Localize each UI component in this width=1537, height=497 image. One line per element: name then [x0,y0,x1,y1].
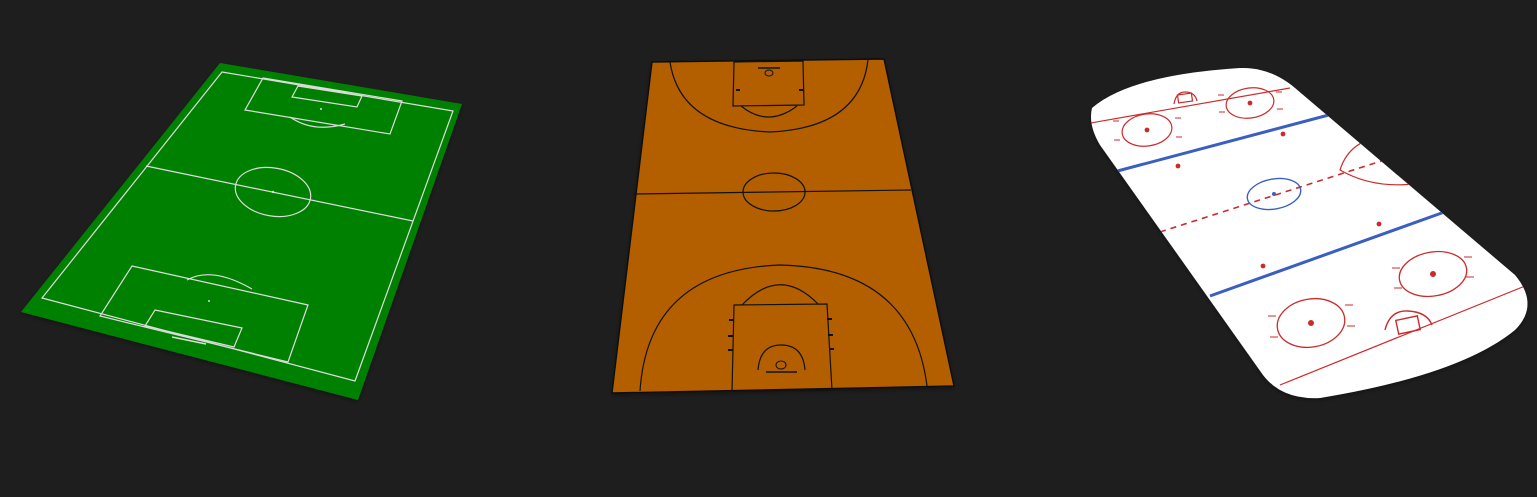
hockey-center-faceoff-dot [1272,192,1276,196]
soccer-top-penalty-arc [289,116,346,128]
basketball-surface [611,58,955,394]
hockey-top-blue-line [1109,110,1341,175]
hockey-neutral-dot-1 [1175,163,1181,169]
soccer-bottom-penalty-area [99,265,309,363]
hockey-top-goal-line [1091,87,1291,125]
hockey-bottom-right-faceoff-circle [1392,250,1474,298]
basketball-bottom-hoop [775,360,787,370]
basketball-bottom-key [731,303,833,392]
hockey-top-goal-crease [1173,91,1198,105]
basketball-bottom-three-point-arc [639,264,928,392]
basketball-top-hoop [764,69,774,77]
basketball-lane-marks [728,89,834,351]
soccer-top-penalty-area [244,77,403,135]
soccer-boundary-line [40,71,454,382]
hockey-bottom-goal-net [1394,315,1422,335]
soccer-bottom-goal [171,336,207,345]
basketball-bottom-free-throw-arc [741,284,819,306]
basketball-top-three-point-arc [669,59,869,133]
hockey-neutral-dot-4 [1376,221,1382,227]
soccer-center-circle [234,166,312,218]
soccer-bottom-goal-area [144,309,243,348]
hockey-bottom-left-faceoff-circle [1268,297,1355,349]
basketball-center-circle [742,172,806,212]
soccer-top-penalty-spot [320,108,322,110]
soccer-top-goal [317,87,347,93]
basketball-bottom-restricted-arc [757,344,806,371]
soccer-center-spot [271,190,275,194]
hockey-bottom-goal-line [1279,285,1526,386]
soccer-top-goal-area [291,85,363,108]
hockey-neutral-dot-3 [1260,263,1266,269]
basketball-top-free-throw-arc [740,105,798,118]
soccer-bottom-penalty-arc [186,274,253,290]
hockey-center-circle [1246,177,1302,211]
soccer-surface [21,63,462,400]
soccer-halfway-line [145,165,414,222]
soccer-bottom-penalty-spot [208,300,210,302]
hockey-bottom-goal-crease [1384,310,1433,331]
hockey-top-goal-net [1176,92,1194,104]
hockey-top-right-faceoff-circle [1218,87,1283,119]
hockey-top-left-faceoff-circle [1113,113,1182,147]
hockey-bottom-blue-line [1209,208,1451,298]
basketball-half-court-line [633,189,912,195]
hockey-surface [1091,67,1528,399]
hockey-neutral-dot-2 [1280,131,1286,137]
hockey-center-red-line [1159,154,1401,233]
basketball-top-key [732,60,805,107]
